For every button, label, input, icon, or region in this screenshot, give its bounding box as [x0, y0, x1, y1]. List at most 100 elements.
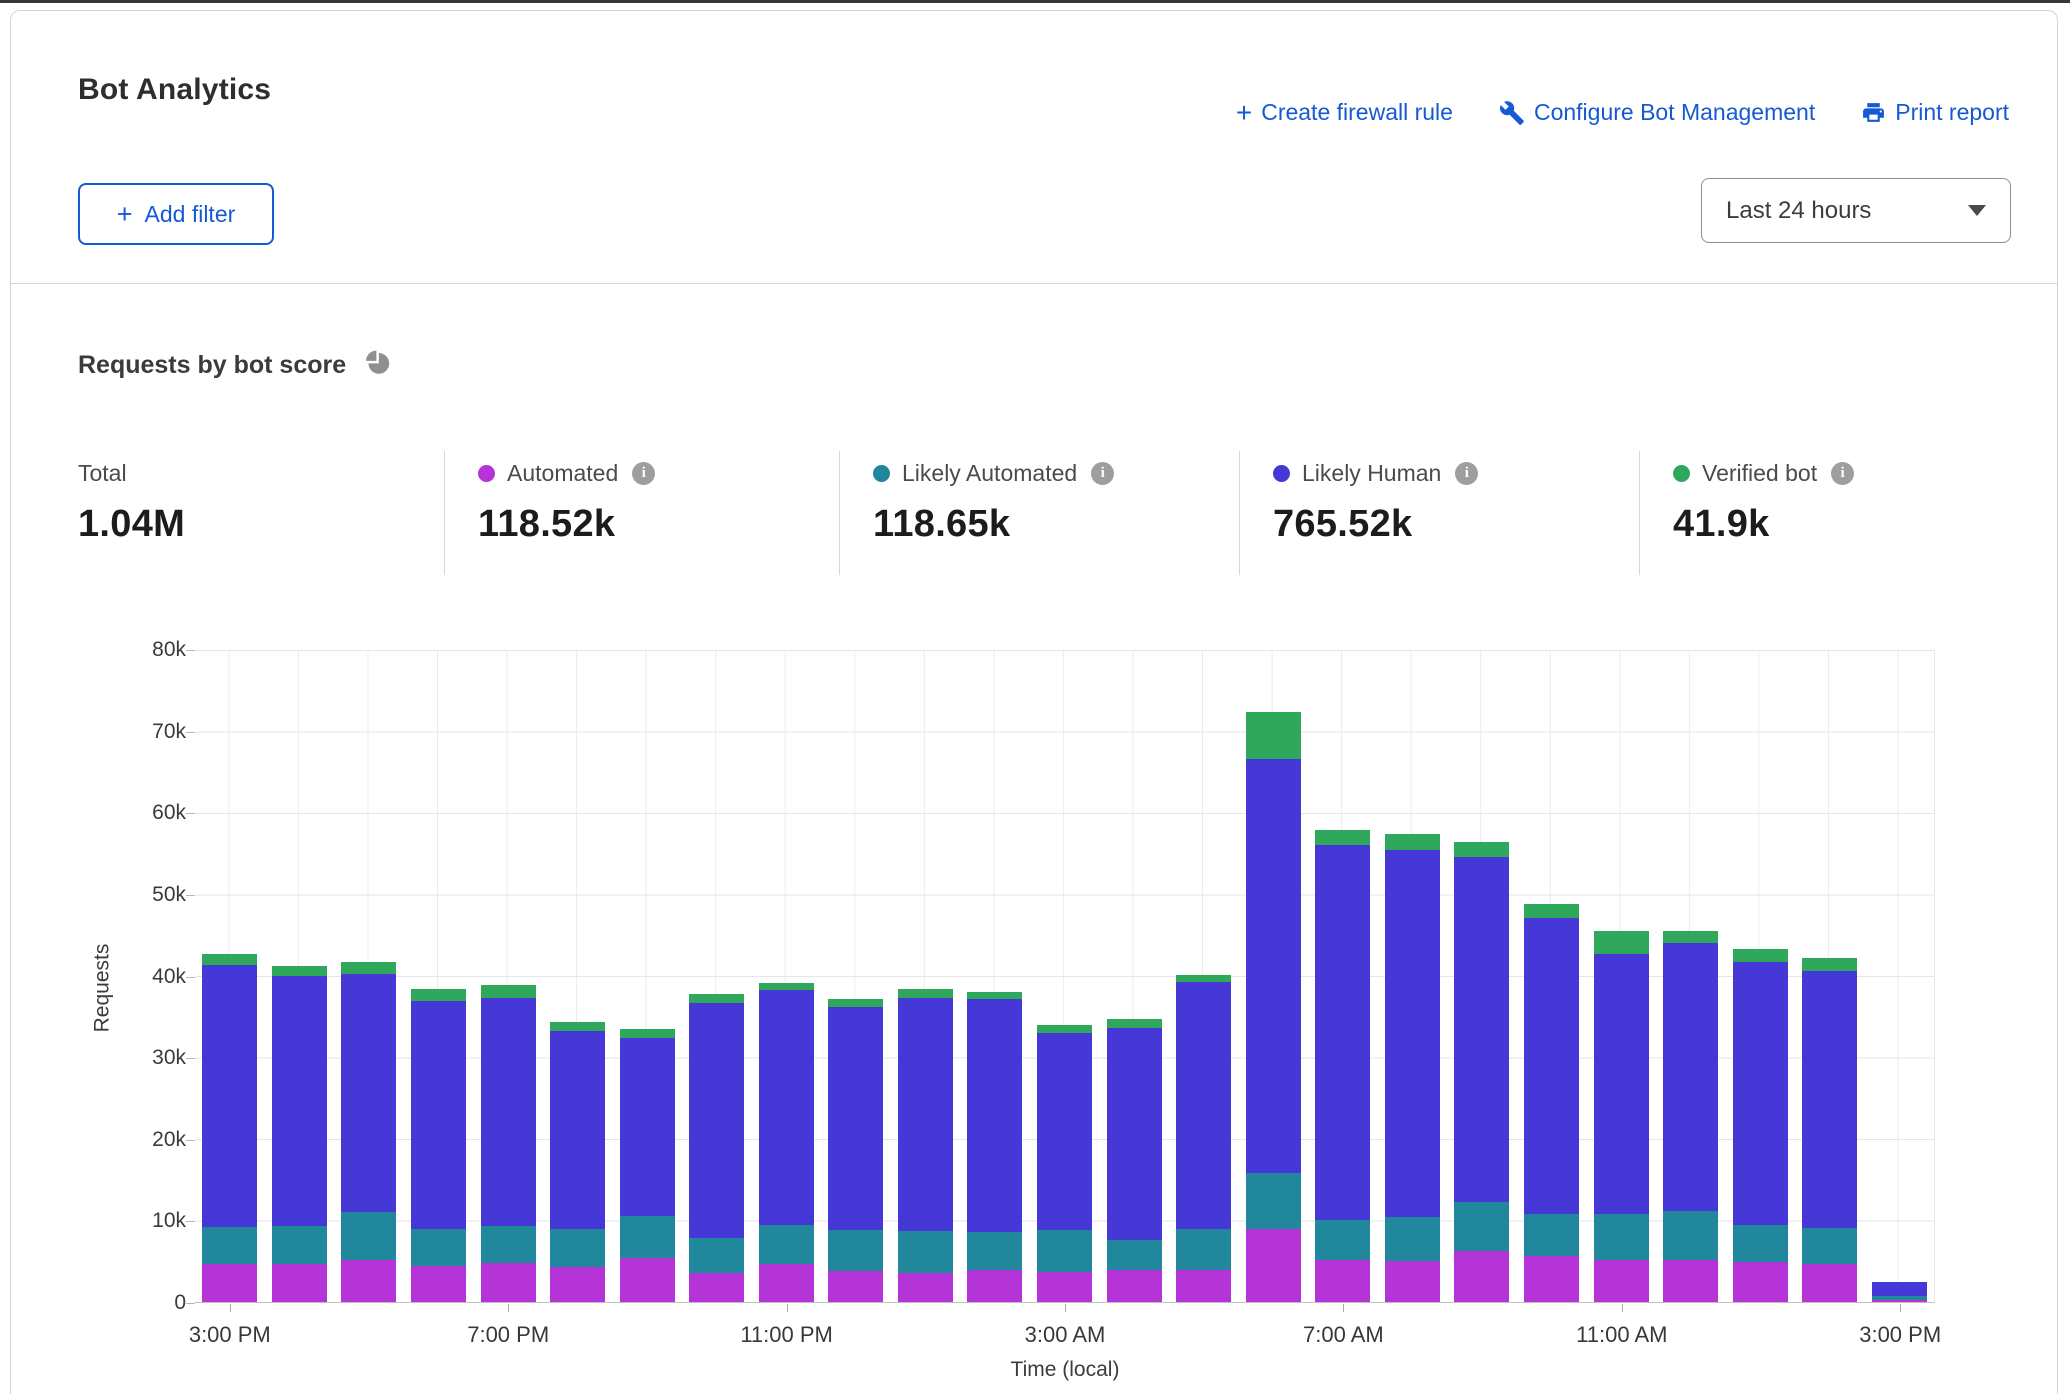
bar-slot-6-00-pm[interactable]: [404, 650, 474, 1302]
stacked-bar[interactable]: [620, 1029, 675, 1302]
pie-chart-icon: [364, 349, 391, 381]
bar-slot-4-00-am[interactable]: [1099, 650, 1169, 1302]
segment-automated: [1663, 1260, 1718, 1302]
bar-slot-9-00-pm[interactable]: [612, 650, 682, 1302]
bar-slot-3-00-pm[interactable]: [195, 650, 265, 1302]
segment-likely-automated: [1315, 1220, 1370, 1259]
stacked-bar[interactable]: [1107, 1019, 1162, 1302]
stacked-bar[interactable]: [898, 989, 953, 1302]
configure-bot-management-link[interactable]: Configure Bot Management: [1499, 99, 1815, 126]
stacked-bar[interactable]: [1802, 958, 1857, 1302]
bar-slot-5-00-pm[interactable]: [334, 650, 404, 1302]
stats-row: Total 1.04M Automated i 118.52k Likely A…: [11, 451, 2057, 575]
bar-slot-11-00-am[interactable]: [1586, 650, 1656, 1302]
stat-automated-value: 118.52k: [478, 503, 839, 546]
segment-automated: [1454, 1251, 1509, 1302]
segment-automated: [1802, 1264, 1857, 1302]
stacked-bar[interactable]: [202, 954, 257, 1302]
segment-likely-automated: [759, 1225, 814, 1263]
segment-verified-bot: [1246, 712, 1301, 759]
segment-likely-human: [1246, 759, 1301, 1173]
bar-slot-1-00-pm[interactable]: [1725, 650, 1795, 1302]
bar-slot-6-00-am[interactable]: [1238, 650, 1308, 1302]
segment-verified-bot: [411, 989, 466, 1001]
stacked-bar[interactable]: [1037, 1025, 1092, 1302]
create-firewall-rule-link[interactable]: + Create firewall rule: [1236, 99, 1453, 126]
bar-slot-2-00-pm[interactable]: [1795, 650, 1865, 1302]
bar-slot-3-00-am[interactable]: [1030, 650, 1100, 1302]
y-tick-label: 70k: [152, 720, 186, 744]
bar-slot-10-00-pm[interactable]: [682, 650, 752, 1302]
y-tick-label: 40k: [152, 965, 186, 989]
stacked-bar[interactable]: [1524, 904, 1579, 1302]
create-firewall-rule-label: Create firewall rule: [1261, 99, 1453, 126]
y-tick-label: 80k: [152, 638, 186, 662]
segment-automated: [1594, 1260, 1649, 1302]
stacked-bar[interactable]: [967, 992, 1022, 1302]
top-nav-edge: [0, 0, 2070, 3]
stacked-bar[interactable]: [689, 994, 744, 1303]
stacked-bar[interactable]: [1663, 931, 1718, 1302]
bar-slot-11-00-pm[interactable]: [752, 650, 822, 1302]
x-tick-label: 3:00 PM: [189, 1322, 271, 1348]
info-icon[interactable]: i: [1455, 462, 1478, 485]
segment-verified-bot: [481, 985, 536, 998]
bar-slot-12-00-am[interactable]: [821, 650, 891, 1302]
bar-slot-1-00-am[interactable]: [891, 650, 961, 1302]
stacked-bar[interactable]: [411, 989, 466, 1302]
stacked-bar[interactable]: [272, 966, 327, 1302]
bar-slot-2-00-am[interactable]: [960, 650, 1030, 1302]
segment-automated: [1176, 1270, 1231, 1302]
segment-likely-human: [1037, 1033, 1092, 1230]
bar-slot-9-00-am[interactable]: [1447, 650, 1517, 1302]
stacked-bar[interactable]: [341, 962, 396, 1302]
stacked-bar[interactable]: [481, 985, 536, 1302]
bar-slot-4-00-pm[interactable]: [265, 650, 335, 1302]
time-range-select[interactable]: Last 24 hours: [1701, 178, 2011, 243]
segment-likely-automated: [1385, 1217, 1440, 1261]
stacked-bar[interactable]: [1176, 975, 1231, 1302]
info-icon[interactable]: i: [632, 462, 655, 485]
bar-slot-7-00-pm[interactable]: [473, 650, 543, 1302]
info-icon[interactable]: i: [1091, 462, 1114, 485]
segment-verified-bot: [202, 954, 257, 965]
stacked-bar[interactable]: [1315, 830, 1370, 1302]
bar-slot-3-00-pm[interactable]: [1865, 650, 1935, 1302]
automated-legend-dot: [478, 465, 495, 482]
segment-likely-automated: [272, 1226, 327, 1264]
stacked-bar[interactable]: [1733, 949, 1788, 1302]
print-report-link[interactable]: Print report: [1861, 99, 2009, 126]
stacked-bar[interactable]: [1246, 712, 1301, 1302]
bar-slot-8-00-am[interactable]: [1378, 650, 1448, 1302]
segment-likely-automated: [1176, 1229, 1231, 1271]
segment-verified-bot: [1454, 842, 1509, 857]
segment-likely-human: [828, 1007, 883, 1231]
bar-slot-8-00-pm[interactable]: [543, 650, 613, 1302]
bar-slot-7-00-am[interactable]: [1308, 650, 1378, 1302]
stacked-bar[interactable]: [1594, 931, 1649, 1302]
likely-human-legend-dot: [1273, 465, 1290, 482]
stacked-bar[interactable]: [759, 983, 814, 1302]
stat-automated-label: Automated: [507, 460, 618, 487]
segment-verified-bot: [689, 994, 744, 1004]
stacked-bar[interactable]: [1872, 1282, 1927, 1302]
segment-likely-human: [1594, 954, 1649, 1214]
stacked-bar[interactable]: [1454, 842, 1509, 1302]
bar-slot-12-00-pm[interactable]: [1656, 650, 1726, 1302]
add-filter-button[interactable]: + Add filter: [78, 183, 274, 245]
bar-slot-10-00-am[interactable]: [1517, 650, 1587, 1302]
y-axis-title: Requests: [90, 944, 114, 1033]
stat-likely-human-label: Likely Human: [1302, 460, 1441, 487]
segment-likely-human: [1385, 850, 1440, 1217]
segment-likely-automated: [1037, 1230, 1092, 1272]
bar-slot-5-00-am[interactable]: [1169, 650, 1239, 1302]
info-icon[interactable]: i: [1831, 462, 1854, 485]
stacked-bar[interactable]: [550, 1022, 605, 1302]
time-range-value: Last 24 hours: [1726, 197, 1871, 225]
stacked-bar[interactable]: [828, 999, 883, 1302]
stat-automated: Automated i 118.52k: [444, 451, 839, 575]
segment-automated: [898, 1273, 953, 1302]
x-tick-mark: [1065, 1304, 1066, 1312]
stacked-bar[interactable]: [1385, 834, 1440, 1302]
stat-likely-human: Likely Human i 765.52k: [1239, 451, 1639, 575]
